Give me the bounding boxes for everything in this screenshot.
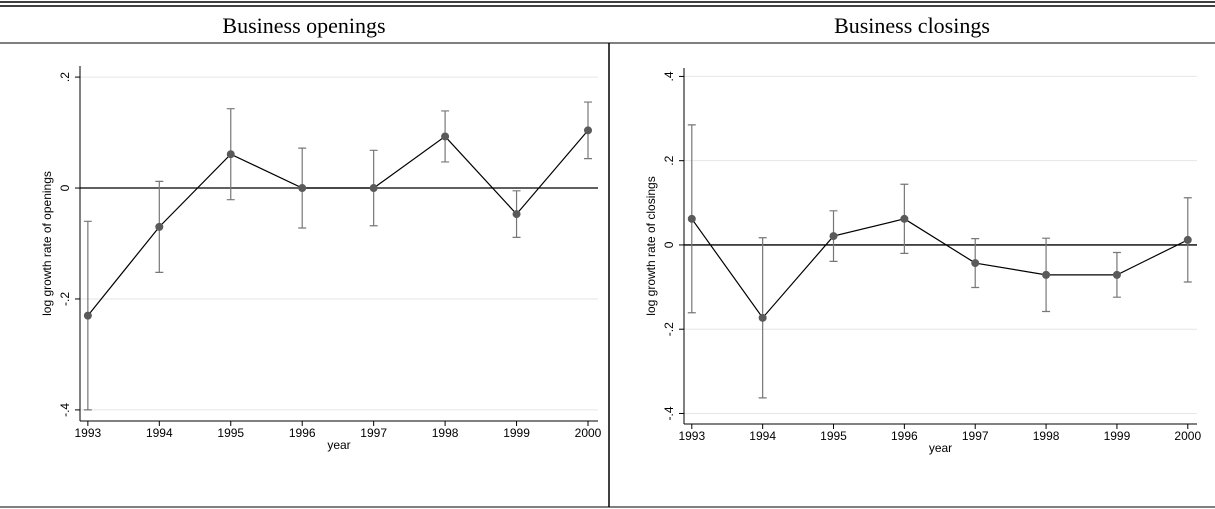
- y-tick-label: -.4: [58, 403, 72, 417]
- y-tick-label: .4: [662, 71, 676, 81]
- y-axis-label: log growth rate of closings: [644, 176, 658, 315]
- point: [441, 132, 450, 141]
- point: [1183, 235, 1192, 244]
- line: [87, 129, 589, 316]
- y-tick-label: -.4: [662, 406, 676, 420]
- y-tick-label: .2: [662, 155, 676, 165]
- y-tick-label: 0: [58, 184, 72, 191]
- point: [900, 214, 909, 223]
- point: [512, 210, 521, 219]
- point: [226, 150, 235, 159]
- x-tick-label: 2000: [1174, 429, 1201, 443]
- point: [829, 232, 838, 241]
- point: [687, 214, 696, 223]
- point: [758, 313, 767, 322]
- point: [298, 184, 307, 193]
- x-tick-label: 1994: [146, 426, 173, 440]
- x-axis-label: year: [929, 441, 952, 455]
- x-tick-label: 1995: [217, 426, 244, 440]
- chart-title: Business openings: [222, 13, 385, 38]
- x-tick-label: 1998: [432, 426, 459, 440]
- y-tick-label: 0: [662, 241, 676, 248]
- x-tick-label: 1999: [1104, 429, 1131, 443]
- x-tick-label: 1994: [749, 429, 776, 443]
- x-tick-label: 1998: [1033, 429, 1060, 443]
- x-tick-label: 1995: [820, 429, 847, 443]
- x-tick-label: 2000: [575, 426, 602, 440]
- point: [1112, 270, 1121, 279]
- y-tick-label: -.2: [58, 292, 72, 306]
- x-tick-label: 1996: [289, 426, 316, 440]
- x-tick-label: 1997: [962, 429, 989, 443]
- point: [971, 259, 980, 268]
- point: [369, 184, 378, 193]
- point: [83, 311, 92, 320]
- point: [155, 222, 164, 231]
- x-tick-label: 1993: [75, 426, 102, 440]
- x-tick-label: 1993: [678, 429, 705, 443]
- x-tick-label: 1996: [891, 429, 918, 443]
- y-tick-label: .2: [58, 72, 72, 82]
- point: [1042, 270, 1051, 279]
- x-axis-label: year: [327, 438, 350, 452]
- point: [583, 126, 592, 135]
- y-tick-label: -.2: [662, 322, 676, 336]
- x-tick-label: 1997: [360, 426, 387, 440]
- x-tick-label: 1999: [503, 426, 530, 440]
- line: [691, 218, 1189, 319]
- y-axis-label: log growth rate of openings: [40, 171, 54, 316]
- chart-title: Business closings: [834, 13, 990, 38]
